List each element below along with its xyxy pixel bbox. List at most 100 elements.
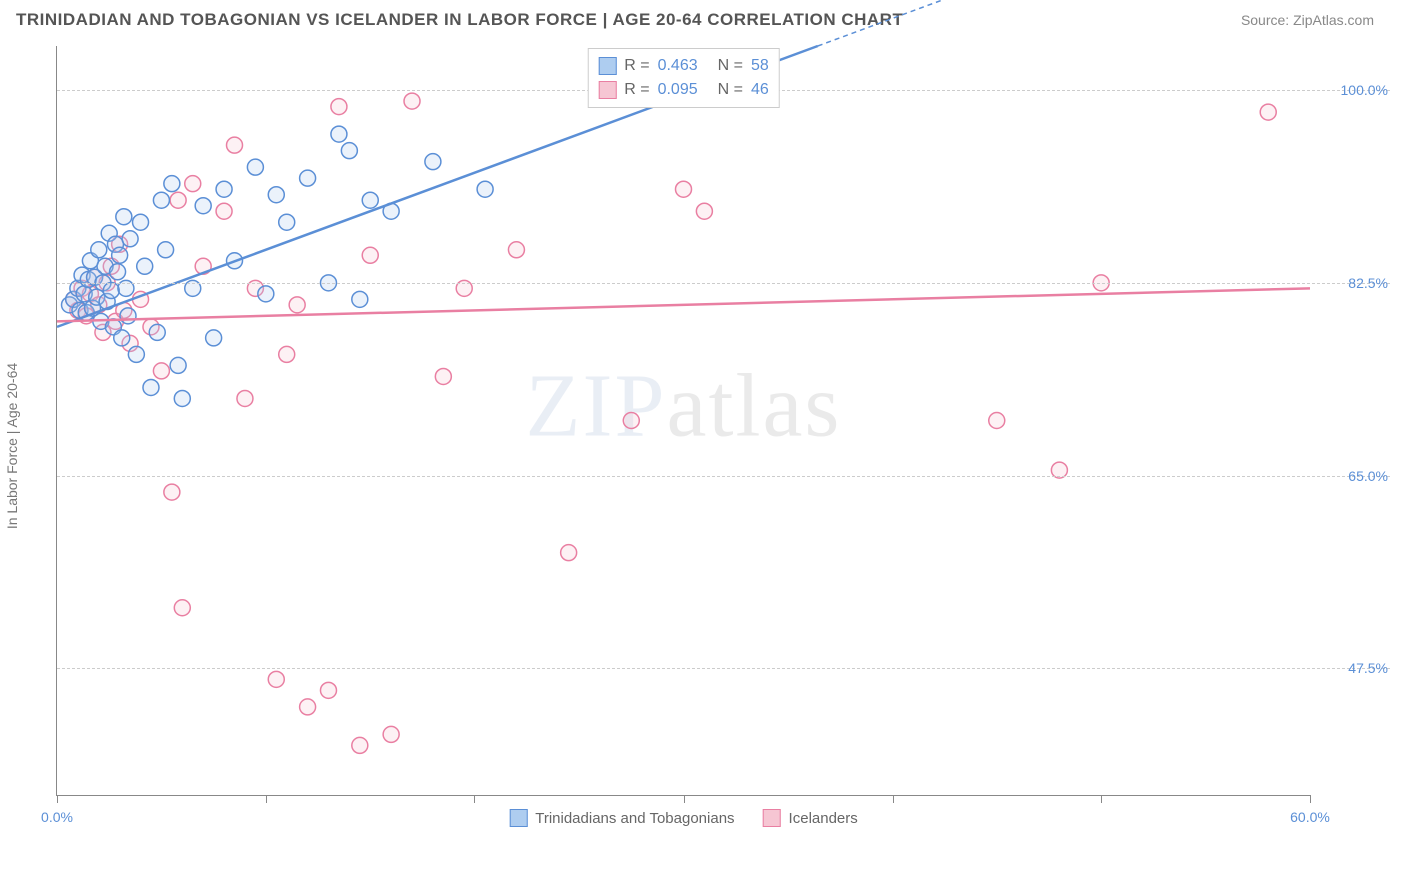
point-a bbox=[164, 176, 180, 192]
point-a bbox=[300, 170, 316, 186]
scatter-svg bbox=[57, 46, 1310, 795]
point-b bbox=[696, 203, 712, 219]
point-b bbox=[216, 203, 232, 219]
point-a bbox=[137, 258, 153, 274]
point-a bbox=[258, 286, 274, 302]
legend-item-a: Trinidadians and Tobagonians bbox=[509, 809, 734, 827]
point-b bbox=[383, 726, 399, 742]
point-b bbox=[352, 737, 368, 753]
x-tick bbox=[57, 795, 58, 803]
point-b bbox=[237, 390, 253, 406]
y-tick-label: 100.0% bbox=[1318, 82, 1388, 98]
gridline bbox=[57, 283, 1390, 284]
trendline-b bbox=[57, 288, 1310, 321]
point-a bbox=[352, 291, 368, 307]
point-a bbox=[114, 330, 130, 346]
point-a bbox=[110, 264, 126, 280]
x-tick bbox=[266, 795, 267, 803]
point-b bbox=[331, 99, 347, 115]
point-b bbox=[300, 699, 316, 715]
point-a bbox=[206, 330, 222, 346]
point-a bbox=[149, 324, 165, 340]
source-label: Source: ZipAtlas.com bbox=[1241, 12, 1374, 28]
point-a bbox=[331, 126, 347, 142]
point-a bbox=[247, 159, 263, 175]
legend-row-b: R = 0.095 N = 46 bbox=[598, 78, 769, 102]
point-a bbox=[116, 209, 132, 225]
legend-item-b: Icelanders bbox=[763, 809, 858, 827]
y-tick-label: 82.5% bbox=[1318, 275, 1388, 291]
point-a bbox=[103, 283, 119, 299]
plot-wrap: In Labor Force | Age 20-64 R = 0.463 N =… bbox=[16, 36, 1390, 856]
point-a bbox=[216, 181, 232, 197]
point-a bbox=[153, 192, 169, 208]
n-value-a: 58 bbox=[751, 54, 769, 78]
point-b bbox=[623, 413, 639, 429]
point-a bbox=[279, 214, 295, 230]
n-label: N = bbox=[718, 54, 743, 78]
point-b bbox=[1260, 104, 1276, 120]
point-a bbox=[143, 379, 159, 395]
point-b bbox=[289, 297, 305, 313]
point-b bbox=[561, 545, 577, 561]
swatch-a-icon bbox=[509, 809, 527, 827]
point-b bbox=[404, 93, 420, 109]
n-value-b: 46 bbox=[751, 78, 769, 102]
point-b bbox=[508, 242, 524, 258]
point-b bbox=[989, 413, 1005, 429]
point-b bbox=[185, 176, 201, 192]
point-b bbox=[676, 181, 692, 197]
gridline bbox=[57, 476, 1390, 477]
swatch-series-a bbox=[598, 57, 616, 75]
series-a-label: Trinidadians and Tobagonians bbox=[535, 810, 734, 827]
point-a bbox=[268, 187, 284, 203]
y-tick-label: 65.0% bbox=[1318, 468, 1388, 484]
point-a bbox=[477, 181, 493, 197]
n-label: N = bbox=[718, 78, 743, 102]
point-b bbox=[362, 247, 378, 263]
point-a bbox=[133, 214, 149, 230]
point-b bbox=[174, 600, 190, 616]
x-tick bbox=[1101, 795, 1102, 803]
gridline bbox=[57, 668, 1390, 669]
swatch-b-icon bbox=[763, 809, 781, 827]
y-tick-label: 47.5% bbox=[1318, 660, 1388, 676]
point-b bbox=[170, 192, 186, 208]
x-tick bbox=[1310, 795, 1311, 803]
r-label: R = bbox=[624, 78, 649, 102]
legend-row-a: R = 0.463 N = 58 bbox=[598, 54, 769, 78]
point-b bbox=[164, 484, 180, 500]
point-a bbox=[112, 247, 128, 263]
point-a bbox=[158, 242, 174, 258]
r-value-a: 0.463 bbox=[658, 54, 698, 78]
point-a bbox=[128, 346, 144, 362]
point-b bbox=[227, 137, 243, 153]
point-b bbox=[320, 682, 336, 698]
point-a bbox=[341, 143, 357, 159]
r-value-b: 0.095 bbox=[658, 78, 698, 102]
swatch-series-b bbox=[598, 81, 616, 99]
y-axis-label: In Labor Force | Age 20-64 bbox=[4, 363, 20, 529]
legend-correlation: R = 0.463 N = 58 R = 0.095 N = 46 bbox=[587, 48, 780, 108]
r-label: R = bbox=[624, 54, 649, 78]
point-b bbox=[279, 346, 295, 362]
point-b bbox=[268, 671, 284, 687]
point-b bbox=[435, 368, 451, 384]
x-tick bbox=[893, 795, 894, 803]
plot-area: R = 0.463 N = 58 R = 0.095 N = 46 ZIPatl… bbox=[56, 46, 1310, 796]
point-a bbox=[362, 192, 378, 208]
x-tick bbox=[474, 795, 475, 803]
point-b bbox=[153, 363, 169, 379]
legend-series: Trinidadians and Tobagonians Icelanders bbox=[509, 809, 858, 827]
series-b-label: Icelanders bbox=[789, 810, 858, 827]
point-a bbox=[122, 231, 138, 247]
point-a bbox=[170, 357, 186, 373]
point-a bbox=[174, 390, 190, 406]
x-tick bbox=[684, 795, 685, 803]
point-a bbox=[425, 154, 441, 170]
x-label-left: 0.0% bbox=[41, 809, 73, 825]
point-a bbox=[120, 308, 136, 324]
chart-title: TRINIDADIAN AND TOBAGONIAN VS ICELANDER … bbox=[16, 10, 903, 30]
x-label-right: 60.0% bbox=[1290, 809, 1330, 825]
point-a bbox=[91, 242, 107, 258]
